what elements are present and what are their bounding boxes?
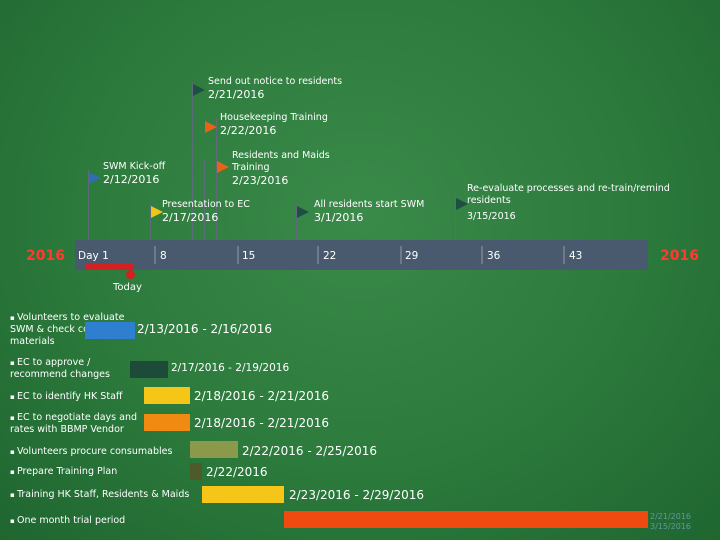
- task-label: EC to approve / recommend changes: [10, 357, 135, 381]
- milestone-date: 2/17/2016: [162, 211, 219, 224]
- tick-label-22: 22: [323, 250, 337, 262]
- milestone-flag: [205, 121, 217, 133]
- task-bar: [190, 463, 202, 480]
- milestone-date: 2/22/2016: [220, 124, 277, 137]
- task-bar: [85, 322, 135, 339]
- axis-tick: [237, 246, 239, 264]
- year-label-right: 2016: [660, 248, 699, 264]
- task-label: One month trial period: [10, 515, 125, 527]
- milestone-date: 2/12/2016: [103, 173, 160, 186]
- milestone-label: SWM Kick-off: [103, 161, 166, 172]
- task-bar: [190, 441, 238, 458]
- milestone-label: Residents and Maids Training: [232, 150, 330, 173]
- axis-tick: [154, 246, 156, 264]
- milestone-pole: [296, 204, 297, 240]
- milestone-pole: [455, 196, 456, 240]
- task-label: Prepare Training Plan: [10, 466, 117, 478]
- task-label: EC to negotiate days and rates with BBMP…: [10, 412, 138, 436]
- task-bar: [284, 511, 648, 528]
- milestone-date: 2/21/2016: [208, 88, 265, 101]
- milestone-residents-maids-training: Residents and Maids Training 2/23/2016: [232, 150, 332, 188]
- milestone-pole: [204, 160, 205, 240]
- milestone-flag: [297, 206, 309, 218]
- task-dates: 2/18/2016 - 2/21/2016: [194, 416, 330, 430]
- watermark-line: 3/15/2016: [650, 522, 692, 531]
- milestone-flag: [89, 172, 101, 184]
- milestone-date: 3/1/2016: [314, 211, 364, 224]
- axis-tick: [481, 246, 483, 264]
- milestone-housekeeping-training: Housekeeping Training 2/22/2016: [220, 112, 328, 138]
- task-dates: 2/13/2016 - 2/16/2016: [137, 322, 273, 336]
- task-dates: 2/17/2016 - 2/19/2016: [171, 362, 290, 374]
- axis-tick: [563, 246, 565, 264]
- today-marker: [126, 270, 135, 279]
- milestone-pole: [192, 82, 193, 240]
- tick-label-36: 36: [487, 250, 501, 262]
- task-dates: 2/22/2016: [206, 465, 268, 479]
- task-bar: [202, 486, 284, 503]
- milestone-reevaluate: Re-evaluate processes and re-train/remin…: [467, 183, 672, 223]
- milestone-presentation-ec: Presentation to EC 2/17/2016: [162, 199, 250, 225]
- milestone-date: 2/23/2016: [232, 174, 289, 187]
- milestone-label: Send out notice to residents: [208, 76, 343, 87]
- task-bar: [130, 361, 168, 378]
- task-label: Training HK Staff, Residents & Maids: [10, 489, 189, 501]
- milestone-pole: [216, 118, 217, 240]
- axis-tick: [400, 246, 402, 264]
- milestone-pole: [88, 170, 89, 240]
- task-label: Volunteers procure consumables: [10, 446, 172, 458]
- tick-label-15: 15: [242, 250, 256, 262]
- milestone-all-residents-start: All residents start SWM 3/1/2016: [314, 199, 424, 225]
- milestone-date: 3/15/2016: [467, 211, 516, 222]
- watermark: 2/21/2016 3/15/2016: [650, 512, 691, 532]
- task-bar: [144, 414, 190, 431]
- milestone-flag: [217, 161, 229, 173]
- tick-label-8: 8: [160, 250, 167, 262]
- milestone-pole: [150, 204, 151, 240]
- year-label-left: 2016: [26, 248, 65, 264]
- milestone-label: Presentation to EC: [162, 199, 250, 210]
- milestone-flag: [151, 206, 163, 218]
- task-dates: 2/18/2016 - 2/21/2016: [194, 389, 330, 403]
- milestone-flag: [456, 198, 468, 210]
- milestone-flag: [193, 84, 205, 96]
- milestone-label: Re-evaluate processes and re-train/remin…: [467, 183, 670, 206]
- axis-tick: [317, 246, 319, 264]
- tick-label-day1: Day 1: [78, 250, 109, 262]
- watermark-line: 2/21/2016: [650, 512, 692, 521]
- task-label: EC to identify HK Staff: [10, 391, 122, 403]
- today-progress-bar: [85, 264, 133, 270]
- task-dates: 2/23/2016 - 2/29/2016: [289, 488, 425, 502]
- task-dates: 2/22/2016 - 2/25/2016: [242, 444, 378, 458]
- milestone-label: Housekeeping Training: [220, 112, 328, 123]
- task-label: Volunteers to evaluate SWM & check costs…: [10, 312, 130, 348]
- task-bar: [144, 387, 190, 404]
- milestone-swm-kickoff: SWM Kick-off 2/12/2016: [103, 161, 165, 187]
- milestone-label: All residents start SWM: [314, 199, 425, 210]
- tick-label-43: 43: [569, 250, 583, 262]
- today-label: Today: [113, 282, 142, 293]
- tick-label-29: 29: [405, 250, 419, 262]
- timeline-axis: [75, 240, 648, 270]
- milestone-send-notice: Send out notice to residents 2/21/2016: [208, 76, 342, 102]
